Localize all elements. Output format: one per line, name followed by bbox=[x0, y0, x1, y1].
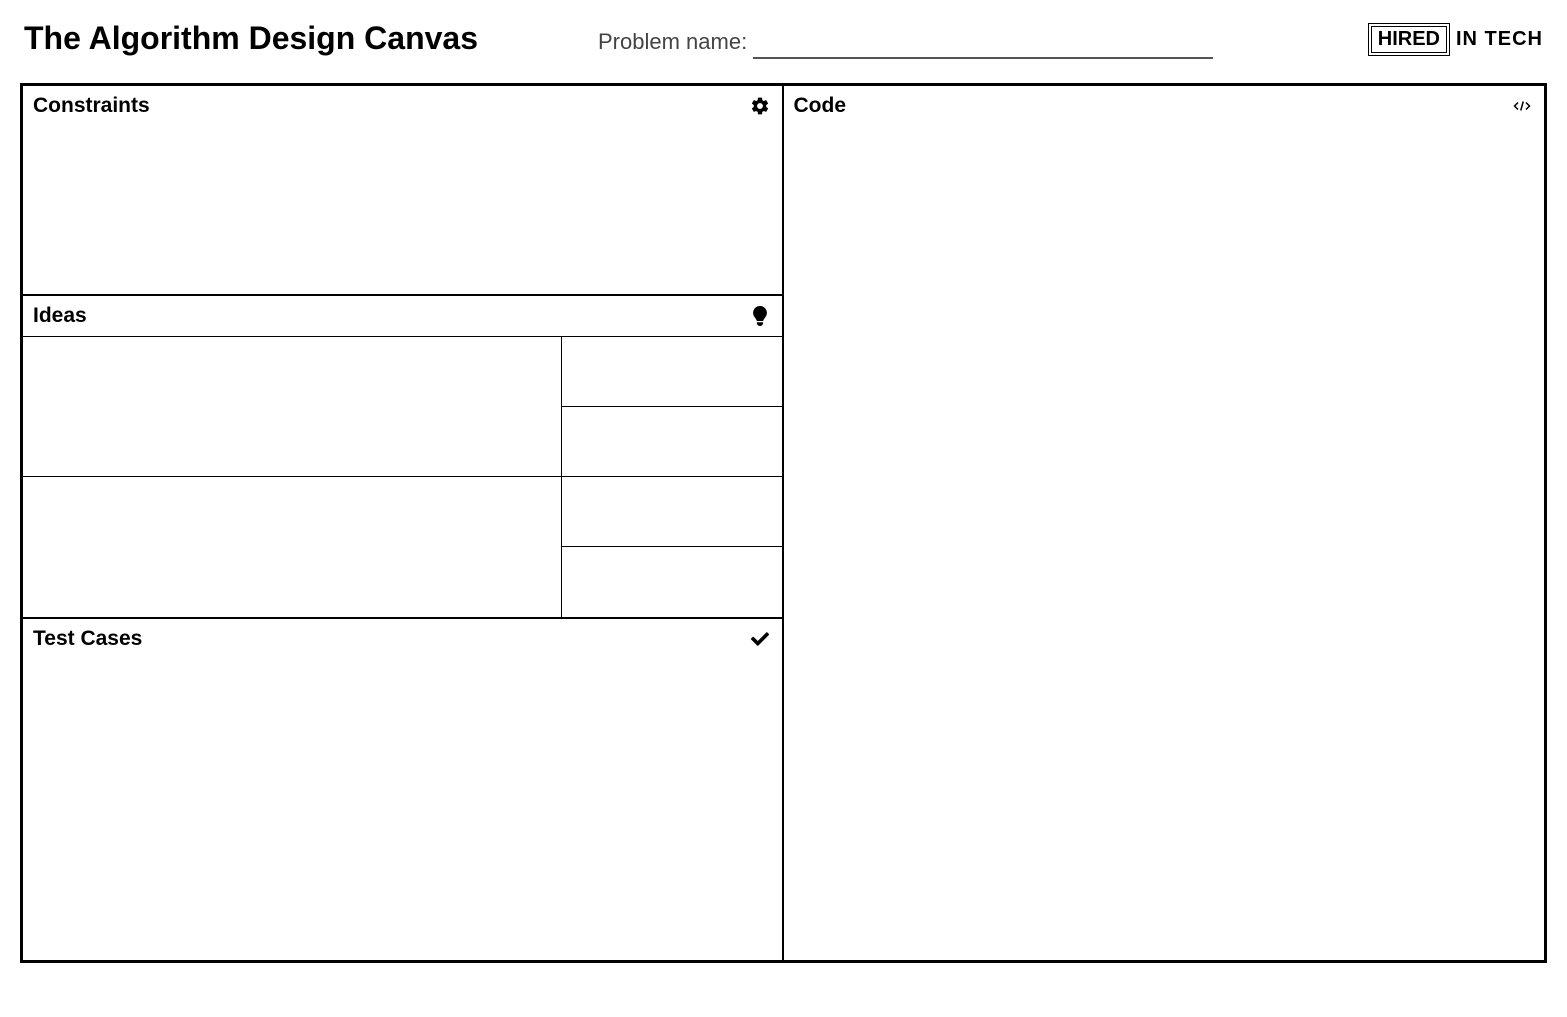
header-left: The Algorithm Design Canvas Problem name… bbox=[24, 20, 1213, 59]
ideas-grid bbox=[23, 337, 782, 617]
idea-subcell[interactable] bbox=[562, 407, 782, 477]
logo-tail-text: IN TECH bbox=[1456, 28, 1543, 51]
logo-boxed-text: HIRED bbox=[1368, 23, 1450, 56]
header: The Algorithm Design Canvas Problem name… bbox=[20, 20, 1547, 59]
left-column: Constraints Ideas bbox=[23, 86, 784, 960]
idea-side-cells bbox=[562, 477, 782, 617]
idea-subcell[interactable] bbox=[562, 477, 782, 547]
problem-name-field: Problem name: bbox=[598, 29, 1213, 59]
testcases-body[interactable] bbox=[23, 659, 782, 960]
idea-side-cells bbox=[562, 337, 782, 477]
code-header: Code bbox=[784, 86, 1545, 126]
page-title: The Algorithm Design Canvas bbox=[24, 20, 478, 57]
code-section: Code bbox=[784, 86, 1545, 960]
testcases-section: Test Cases bbox=[23, 619, 782, 960]
constraints-title: Constraints bbox=[33, 94, 150, 118]
idea-row bbox=[23, 337, 782, 477]
ideas-title: Ideas bbox=[33, 304, 87, 328]
constraints-section: Constraints bbox=[23, 86, 782, 296]
idea-subcell[interactable] bbox=[562, 547, 782, 617]
idea-main-cell[interactable] bbox=[23, 477, 562, 617]
problem-name-label: Problem name: bbox=[598, 29, 747, 55]
ideas-header: Ideas bbox=[23, 296, 782, 337]
idea-subcell[interactable] bbox=[562, 337, 782, 407]
testcases-title: Test Cases bbox=[33, 627, 142, 651]
logo: HIRED IN TECH bbox=[1368, 23, 1543, 56]
right-column: Code bbox=[784, 86, 1545, 960]
testcases-header: Test Cases bbox=[23, 619, 782, 659]
gears-icon bbox=[750, 96, 770, 116]
check-icon bbox=[750, 629, 770, 649]
idea-main-cell[interactable] bbox=[23, 337, 562, 477]
constraints-body[interactable] bbox=[23, 126, 782, 294]
code-icon bbox=[1512, 96, 1532, 116]
ideas-section: Ideas bbox=[23, 296, 782, 619]
code-title: Code bbox=[794, 94, 847, 118]
code-body[interactable] bbox=[784, 126, 1545, 960]
lightbulb-icon bbox=[750, 306, 770, 326]
problem-name-input[interactable] bbox=[753, 30, 1213, 59]
idea-row bbox=[23, 477, 782, 617]
canvas-grid: Constraints Ideas bbox=[20, 83, 1547, 963]
constraints-header: Constraints bbox=[23, 86, 782, 126]
